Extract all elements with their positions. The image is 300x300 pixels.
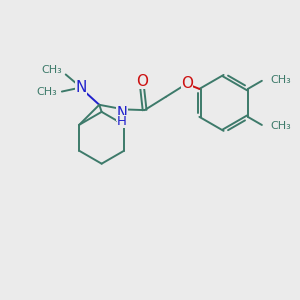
Text: CH₃: CH₃ [270,121,291,131]
Text: H: H [117,115,127,128]
Text: CH₃: CH₃ [270,75,291,85]
Text: O: O [181,76,193,91]
Text: CH₃: CH₃ [41,65,62,75]
Text: O: O [136,74,148,89]
Text: CH₃: CH₃ [37,87,58,98]
Text: N: N [75,80,87,95]
Text: N: N [116,106,128,121]
